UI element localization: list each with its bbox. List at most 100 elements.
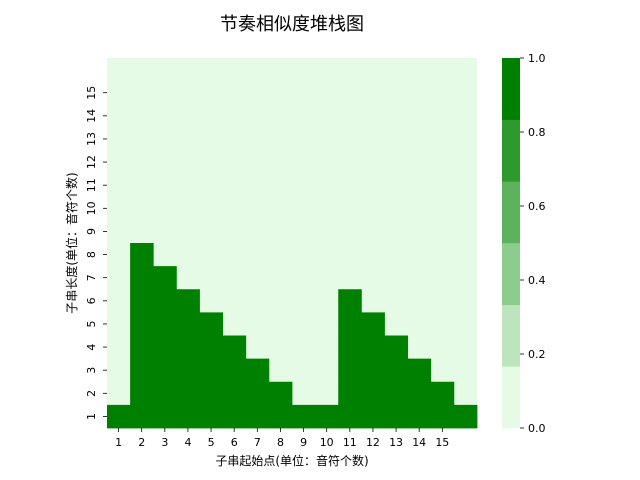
y-tick-label: 11 xyxy=(85,178,98,192)
heatmap-cell xyxy=(130,335,154,360)
heatmap-cells xyxy=(107,58,478,429)
heatmap-cell xyxy=(430,381,455,406)
y-tick-label: 8 xyxy=(85,251,98,258)
heatmap-cell xyxy=(245,381,270,406)
y-tick-label: 1 xyxy=(85,413,98,420)
colorbar-segment xyxy=(502,181,520,244)
y-tick-label: 15 xyxy=(85,86,98,100)
heatmap-cell xyxy=(453,404,478,429)
heatmap-cell xyxy=(338,289,362,313)
heatmap-cell xyxy=(407,358,432,383)
heatmap-cell xyxy=(338,404,362,429)
heatmap-cell xyxy=(222,335,247,360)
heatmap-cell xyxy=(199,404,224,429)
x-axis-ticks: 1 2 3 4 5 6 7 8 9 10 11 12 13 14 15 xyxy=(115,428,449,449)
heatmap-cell xyxy=(361,312,385,336)
colorbar-segment xyxy=(502,58,520,120)
heatmap-cell xyxy=(153,266,177,290)
x-tick-label: 6 xyxy=(231,436,238,449)
y-tick-label: 4 xyxy=(85,344,98,351)
heatmap-cell xyxy=(430,404,455,429)
heatmap-cell xyxy=(199,312,224,336)
heatmap-cell xyxy=(407,404,432,429)
heatmap-cell xyxy=(153,404,177,429)
heatmap-cell xyxy=(268,381,293,406)
heatmap-cell xyxy=(199,335,224,360)
heatmap-cell xyxy=(153,289,177,313)
heatmap-cell xyxy=(130,243,154,267)
x-tick-label: 12 xyxy=(366,436,380,449)
heatmap-cell xyxy=(130,358,154,383)
heatmap-cell xyxy=(199,358,224,383)
heatmap-cell xyxy=(176,335,200,360)
heatmap-cell xyxy=(338,335,362,360)
heatmap-cell xyxy=(176,289,200,313)
heatmap-cell xyxy=(292,404,316,429)
heatmap-cell xyxy=(176,358,200,383)
heatmap-cell xyxy=(315,404,339,429)
heatmap-cell xyxy=(338,381,362,406)
heatmap-cell xyxy=(176,404,200,429)
heatmap-cell xyxy=(245,404,270,429)
heatmap-cell xyxy=(222,404,247,429)
heatmap-cell xyxy=(361,381,385,406)
heatmap-cell xyxy=(384,404,409,429)
x-tick-label: 10 xyxy=(320,436,334,449)
heatmap-cell xyxy=(361,404,385,429)
colorbar-ticks: 0.0 0.2 0.4 0.6 0.8 1.0 xyxy=(520,52,546,435)
heatmap-cell xyxy=(245,358,270,383)
heatmap-cell xyxy=(222,358,247,383)
heatmap-cell xyxy=(384,335,409,360)
colorbar-segment xyxy=(502,119,520,182)
y-tick-label: 6 xyxy=(85,297,98,304)
heatmap-cell xyxy=(338,312,362,336)
heatmap-cell xyxy=(130,266,154,290)
colorbar xyxy=(502,58,520,429)
heatmap-cell xyxy=(130,312,154,336)
heatmap-cell xyxy=(268,404,293,429)
heatmap-cell xyxy=(153,358,177,383)
x-tick-label: 3 xyxy=(161,436,168,449)
heatmap-cell xyxy=(130,381,154,406)
colorbar-segment xyxy=(502,366,520,429)
y-tick-label: 9 xyxy=(85,228,98,235)
heatmap-cell xyxy=(222,381,247,406)
heatmap-cell xyxy=(176,381,200,406)
chart-title: 节奏相似度堆栈图 xyxy=(220,14,364,35)
heatmap-cell xyxy=(107,404,131,429)
y-tick-label: 7 xyxy=(85,274,98,281)
y-tick-label: 12 xyxy=(85,155,98,169)
x-tick-label: 2 xyxy=(138,436,145,449)
heatmap-cell xyxy=(407,381,432,406)
colorbar-tick-label: 0.8 xyxy=(528,126,546,139)
heatmap-cell xyxy=(338,358,362,383)
heatmap-cell xyxy=(130,289,154,313)
heatmap-cell xyxy=(153,335,177,360)
x-tick-label: 15 xyxy=(435,436,449,449)
colorbar-tick-label: 1.0 xyxy=(528,52,546,65)
x-tick-label: 11 xyxy=(343,436,357,449)
colorbar-segment xyxy=(502,304,520,367)
y-tick-label: 3 xyxy=(85,367,98,374)
x-tick-label: 4 xyxy=(184,436,191,449)
colorbar-tick-label: 0.0 xyxy=(528,422,546,435)
x-tick-label: 5 xyxy=(208,436,215,449)
y-tick-label: 14 xyxy=(85,109,98,123)
heatmap-cell xyxy=(153,381,177,406)
heatmap-cell xyxy=(361,358,385,383)
heatmap-cell xyxy=(176,312,200,336)
y-tick-label: 5 xyxy=(85,320,98,327)
x-tick-label: 9 xyxy=(300,436,307,449)
y-tick-label: 10 xyxy=(85,201,98,215)
colorbar-tick-label: 0.4 xyxy=(528,274,546,287)
y-tick-label: 13 xyxy=(85,132,98,146)
heatmap-cell xyxy=(361,335,385,360)
x-axis-label: 子串起始点(单位：音符个数) xyxy=(215,453,368,468)
colorbar-tick-label: 0.2 xyxy=(528,348,546,361)
heatmap-cell xyxy=(153,312,177,336)
x-tick-label: 13 xyxy=(389,436,403,449)
colorbar-tick-label: 0.6 xyxy=(528,200,546,213)
heatmap-cell xyxy=(384,381,409,406)
